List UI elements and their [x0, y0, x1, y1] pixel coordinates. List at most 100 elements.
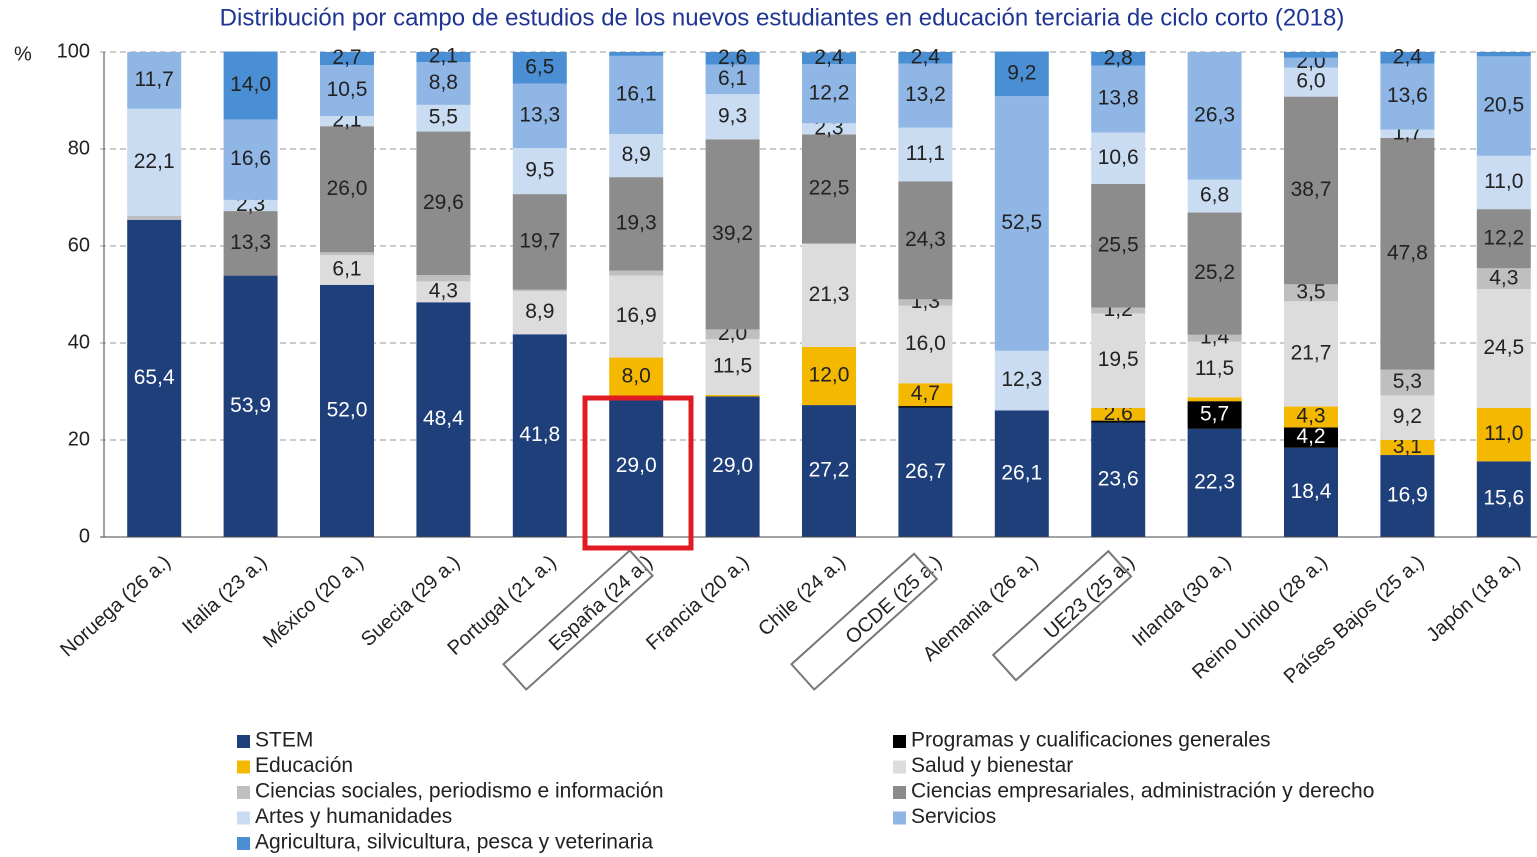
- value-label: 13,3: [519, 103, 560, 126]
- plot-area: 0 20 40 60 80 100 65,4 22,1 11,7 Noruega (26 a.) 5…: [56, 40, 1537, 854]
- value-label: 2,4: [911, 45, 941, 68]
- bar-segment: [609, 275, 664, 358]
- value-label: 22,3: [1194, 470, 1235, 493]
- bar-segment: [1091, 422, 1146, 537]
- bar-segment: [898, 407, 953, 537]
- bar-segment: [609, 396, 664, 537]
- bar-segment: [1091, 420, 1146, 423]
- bar-segment: [1091, 313, 1146, 408]
- value-label: 4,3: [1296, 405, 1325, 428]
- value-label: 6,1: [332, 258, 361, 281]
- bar-segment: [223, 119, 278, 200]
- bar-segment: [512, 194, 567, 290]
- bar-segment: [1187, 341, 1242, 398]
- value-label: 3,5: [1296, 280, 1325, 303]
- bar-segment: [1091, 65, 1146, 133]
- value-label: 26,7: [905, 460, 946, 483]
- legend-label: Educación: [255, 754, 353, 777]
- value-label: 25,2: [1194, 261, 1235, 284]
- value-label: 16,6: [230, 147, 271, 170]
- bar-segment: [320, 52, 374, 66]
- bar-segment: [1380, 52, 1435, 64]
- bar-segment: [1091, 307, 1146, 314]
- value-label: 38,7: [1291, 178, 1332, 201]
- value-label: 26,1: [1001, 461, 1042, 484]
- x-tick-label: España (24 a.): [545, 551, 657, 655]
- value-label: 19,7: [519, 229, 560, 252]
- value-label: 16,9: [616, 304, 657, 327]
- bar-segment: [1187, 334, 1242, 342]
- bar-segment: [898, 305, 953, 384]
- value-label: 21,3: [809, 283, 850, 306]
- value-label: 52,5: [1001, 211, 1042, 234]
- value-label: 2,4: [1393, 45, 1423, 68]
- value-label: 10,5: [327, 78, 368, 101]
- bar-segment: [994, 96, 1049, 351]
- bar-segment: [1187, 401, 1242, 429]
- bar-segment: [512, 83, 567, 149]
- value-label: 5,7: [1200, 403, 1229, 426]
- value-label: 2,7: [332, 46, 361, 69]
- value-label: 29,6: [423, 191, 464, 214]
- bar-segment: [705, 329, 760, 340]
- x-tick-label: Japón (18 a.): [1422, 551, 1524, 646]
- bar-segment: [609, 133, 664, 178]
- bar-segment: [609, 357, 664, 397]
- bar-segment: [609, 55, 664, 134]
- bar-segment: [1187, 212, 1242, 335]
- bar-segment: [320, 65, 374, 117]
- y-tick-label: 80: [68, 137, 90, 159]
- bar-segment: [802, 52, 856, 65]
- value-label: 18,4: [1291, 480, 1332, 503]
- value-label: 9,3: [718, 104, 747, 127]
- bar-segment: [1284, 52, 1338, 58]
- bar-segment: [898, 181, 953, 300]
- bar-segment: [416, 131, 471, 276]
- value-label: 2,8: [1104, 46, 1133, 69]
- x-tick-label: Suecia (29 a.): [357, 551, 464, 651]
- value-label: 19,5: [1098, 348, 1139, 371]
- bar-segment: [1091, 52, 1146, 66]
- bar-segment: [705, 394, 760, 397]
- x-tick-label: Francia (20 a.): [642, 551, 753, 654]
- bar-segment: [1476, 268, 1531, 290]
- value-label: 12,0: [809, 364, 850, 387]
- value-label: 11,7: [135, 68, 174, 91]
- value-label: 4,7: [911, 382, 940, 405]
- value-label: 5,5: [429, 106, 458, 129]
- value-label: 11,5: [1195, 357, 1234, 380]
- bar-segment: [223, 211, 278, 276]
- bar-segment: [1091, 132, 1146, 184]
- bar-segment: [802, 123, 856, 135]
- x-tick-label: Italia (23 a.): [178, 551, 271, 638]
- bar-segment: [223, 199, 278, 212]
- legend-swatch: [893, 760, 906, 774]
- value-label: 8,9: [622, 143, 651, 166]
- bar-segment: [1284, 427, 1338, 448]
- bar-segment: [512, 334, 567, 537]
- bar-segment: [1380, 455, 1435, 537]
- x-tick-label: Chile (24 a.): [754, 551, 850, 640]
- bar-segment: [127, 215, 182, 220]
- y-tick-label: 0: [79, 525, 90, 547]
- bar-segment: [1284, 406, 1338, 428]
- value-label: 4,3: [1489, 266, 1518, 289]
- bar-segment: [223, 275, 278, 537]
- value-label: 27,2: [809, 459, 850, 482]
- value-label: 6,0: [1296, 70, 1325, 93]
- value-label: 48,4: [423, 407, 464, 430]
- bar-segment: [512, 289, 567, 292]
- value-label: 12,3: [1001, 368, 1042, 391]
- label-box: [790, 552, 939, 691]
- label-box: [991, 549, 1133, 682]
- value-label: 11,5: [713, 355, 752, 378]
- value-label: 4,3: [429, 279, 458, 302]
- highlight-box: [582, 395, 694, 551]
- bar-segment: [1380, 137, 1435, 370]
- legend-swatch: [237, 735, 250, 748]
- value-label: 29,0: [616, 454, 657, 477]
- value-label: 9,2: [1393, 405, 1422, 428]
- value-label: 2,6: [718, 46, 747, 69]
- legend-swatch: [237, 760, 250, 774]
